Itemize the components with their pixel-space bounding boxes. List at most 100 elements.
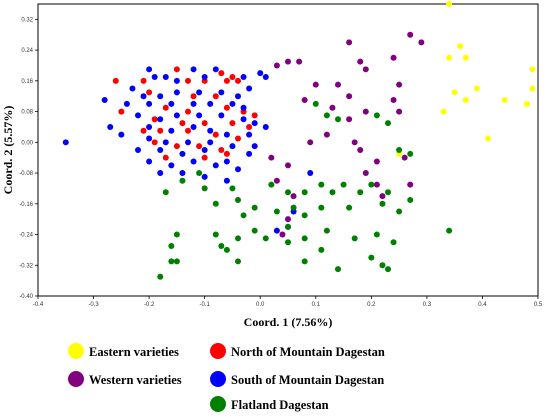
data-point-flatland-dagestan <box>329 189 336 196</box>
data-point-south-of-mountain-dagestan <box>240 74 247 80</box>
data-point-flatland-dagestan <box>301 258 308 265</box>
data-point-south-of-mountain-dagestan <box>246 131 253 138</box>
data-point-flatland-dagestan <box>240 212 247 219</box>
y-tick-label: 0.32 <box>21 17 33 23</box>
legend-item-western-varieties: Western varieties <box>68 371 182 387</box>
data-point-western-varieties <box>346 116 353 123</box>
data-point-western-varieties <box>296 58 303 65</box>
data-point-flatland-dagestan <box>318 246 325 253</box>
data-point-south-of-mountain-dagestan <box>229 100 236 107</box>
data-point-north-of-mountain-dagestan <box>223 150 230 157</box>
data-point-eastern-varieties <box>462 54 469 61</box>
data-point-south-of-mountain-dagestan <box>135 112 141 119</box>
data-point-western-varieties <box>346 93 353 100</box>
data-point-flatland-dagestan <box>312 100 319 107</box>
data-point-south-of-mountain-dagestan <box>190 123 197 130</box>
data-point-south-of-mountain-dagestan <box>223 177 230 184</box>
data-point-flatland-dagestan <box>162 189 169 196</box>
data-point-south-of-mountain-dagestan <box>135 147 141 153</box>
x-tick-label: -0.2 <box>144 302 155 308</box>
data-point-south-of-mountain-dagestan <box>235 93 241 100</box>
data-point-flatland-dagestan <box>396 208 403 215</box>
data-point-eastern-varieties <box>446 54 453 61</box>
data-point-western-varieties <box>285 58 291 65</box>
data-point-north-of-mountain-dagestan <box>179 120 186 127</box>
data-point-western-varieties <box>390 54 397 61</box>
data-point-western-varieties <box>362 66 369 73</box>
data-point-north-of-mountain-dagestan <box>173 66 180 73</box>
data-point-western-varieties <box>307 139 314 146</box>
data-point-flatland-dagestan <box>173 258 180 265</box>
data-point-flatland-dagestan <box>301 212 308 219</box>
data-point-western-varieties <box>273 177 280 184</box>
data-point-flatland-dagestan <box>368 181 375 188</box>
data-point-south-of-mountain-dagestan <box>185 139 191 146</box>
data-point-south-of-mountain-dagestan <box>262 123 269 130</box>
data-point-flatland-dagestan <box>218 243 225 250</box>
data-point-south-of-mountain-dagestan <box>207 127 214 134</box>
data-point-flatland-dagestan <box>323 227 330 234</box>
data-point-south-of-mountain-dagestan <box>207 100 214 107</box>
data-point-south-of-mountain-dagestan <box>146 123 153 130</box>
legend-label-western-varieties: Western varieties <box>89 373 182 387</box>
data-point-flatland-dagestan <box>385 189 391 196</box>
data-point-south-of-mountain-dagestan <box>123 100 130 107</box>
data-point-flatland-dagestan <box>407 150 414 157</box>
data-point-western-varieties <box>396 81 403 88</box>
data-point-eastern-varieties <box>501 97 508 104</box>
data-point-western-varieties <box>379 193 386 200</box>
data-point-eastern-varieties <box>529 85 536 92</box>
data-point-western-varieties <box>396 108 403 115</box>
data-point-flatland-dagestan <box>235 258 241 265</box>
data-point-south-of-mountain-dagestan <box>223 158 230 165</box>
data-point-western-varieties <box>329 104 336 111</box>
data-point-south-of-mountain-dagestan <box>151 74 158 80</box>
y-axis-ticks: 0.32 0.24 0.16 0.08 0.00 -0.08 -0.16 -0.24 -0.32… <box>19 17 38 300</box>
data-point-south-of-mountain-dagestan <box>201 147 208 153</box>
data-point-western-varieties <box>373 181 380 188</box>
y-tick-label: -0.24 <box>19 233 33 239</box>
data-point-flatland-dagestan <box>285 189 291 196</box>
data-point-south-of-mountain-dagestan <box>173 89 180 96</box>
legend-item-north-of-mountain-dagestan: North of Mountain Dagestan <box>210 343 385 359</box>
data-point-western-varieties <box>418 39 425 46</box>
data-point-flatland-dagestan <box>340 181 347 188</box>
data-point-western-varieties <box>407 31 414 38</box>
data-point-western-varieties <box>335 81 341 88</box>
legend-marker-north-of-mountain-dagestan <box>210 343 226 359</box>
data-point-western-varieties <box>285 162 291 169</box>
data-point-flatland-dagestan <box>373 112 380 119</box>
data-point-south-of-mountain-dagestan <box>246 150 253 157</box>
data-point-flatland-dagestan <box>235 235 241 242</box>
data-point-north-of-mountain-dagestan <box>218 70 225 77</box>
x-tick-label: -0.1 <box>199 302 210 308</box>
x-tick-label: -0.3 <box>88 302 99 308</box>
data-point-flatland-dagestan <box>273 208 280 215</box>
data-point-flatland-dagestan <box>368 254 375 261</box>
data-point-flatland-dagestan <box>335 116 341 123</box>
data-point-flatland-dagestan <box>285 223 291 230</box>
data-point-eastern-varieties <box>462 97 469 104</box>
data-point-western-varieties <box>357 58 364 65</box>
data-point-south-of-mountain-dagestan <box>251 143 258 150</box>
data-point-north-of-mountain-dagestan <box>212 131 219 138</box>
series-eastern-varieties <box>396 1 536 157</box>
data-point-north-of-mountain-dagestan <box>173 143 180 150</box>
data-point-south-of-mountain-dagestan <box>229 143 236 150</box>
data-point-south-of-mountain-dagestan <box>157 93 164 100</box>
data-point-south-of-mountain-dagestan <box>212 66 219 73</box>
y-tick-label: 0.24 <box>21 48 33 54</box>
y-tick-label: -0.08 <box>19 171 33 177</box>
data-point-north-of-mountain-dagestan <box>190 93 197 100</box>
plot-frame <box>37 3 539 297</box>
data-point-south-of-mountain-dagestan <box>162 139 169 146</box>
data-point-flatland-dagestan <box>379 200 386 207</box>
data-point-south-of-mountain-dagestan <box>118 131 125 138</box>
data-point-north-of-mountain-dagestan <box>196 143 203 150</box>
data-point-flatland-dagestan <box>290 204 297 211</box>
y-tick-label: 0.08 <box>21 110 33 116</box>
data-point-flatland-dagestan <box>373 231 380 238</box>
data-point-south-of-mountain-dagestan <box>162 74 169 80</box>
data-point-south-of-mountain-dagestan <box>157 147 164 153</box>
data-point-flatland-dagestan <box>223 246 230 253</box>
